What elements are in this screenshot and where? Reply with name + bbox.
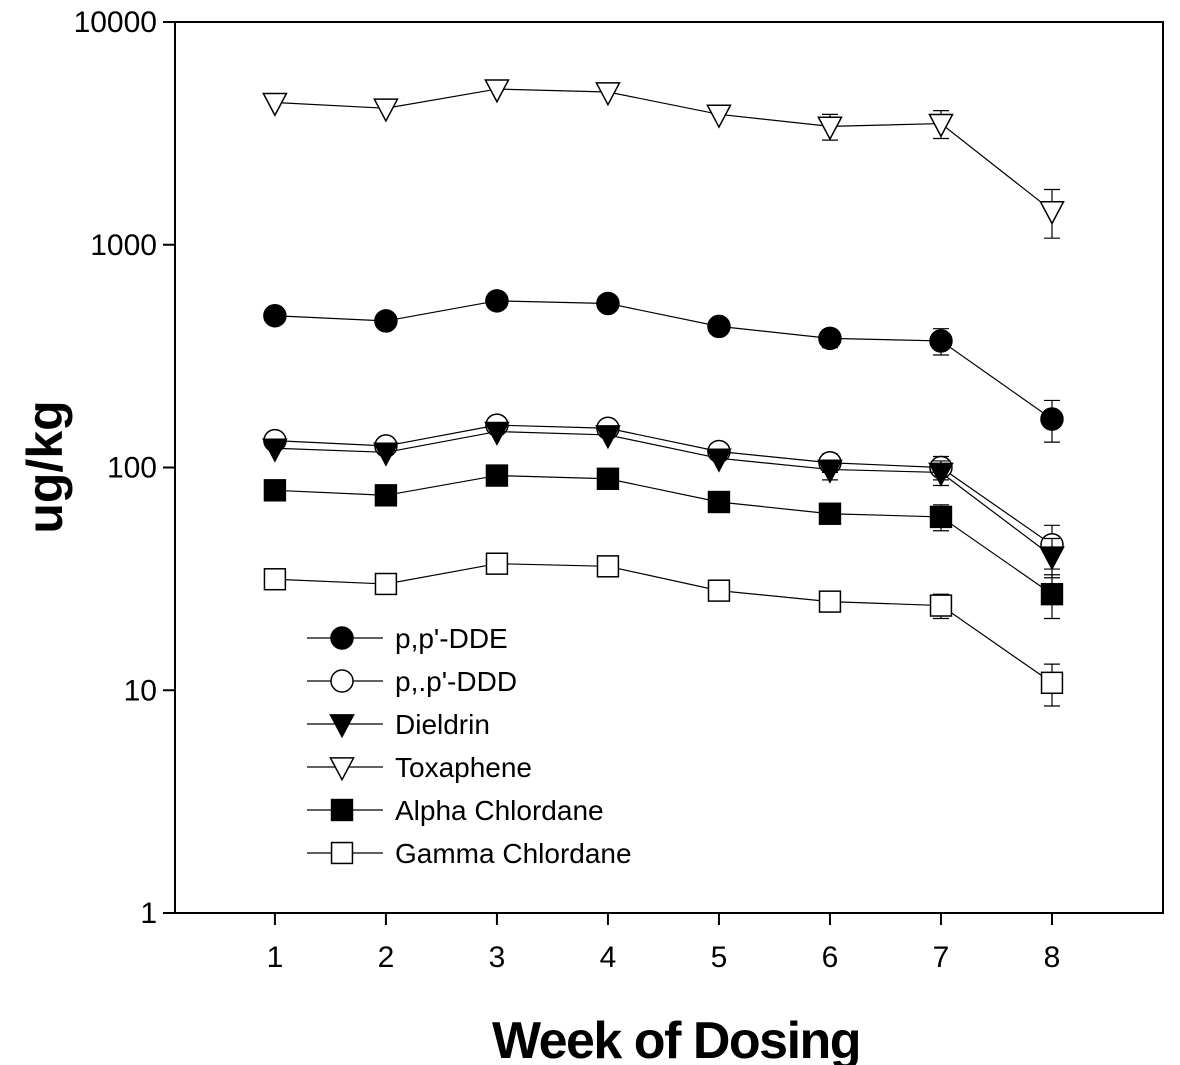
legend-marker [329, 757, 355, 782]
legend-label: p,p'-DDE [395, 623, 508, 654]
y-tick-label: 1000 [90, 229, 157, 262]
legend-item: p,.p'-DDD [307, 666, 517, 697]
legend-label: Toxaphene [395, 752, 532, 783]
legend: p,p'-DDE p,.p'-DDD Dieldrin Toxaphene Alpha … [307, 623, 632, 869]
legend-marker [330, 626, 354, 650]
legend-item: Toxaphene [307, 752, 532, 783]
data-point [262, 92, 288, 117]
x-tick-label: 7 [933, 941, 950, 974]
data-point [485, 289, 509, 313]
series-line [274, 300, 1053, 420]
data-point [817, 459, 843, 484]
series [263, 464, 1064, 620]
y-tick-label: 10000 [74, 6, 157, 39]
data-point [707, 314, 731, 339]
data-point [596, 467, 620, 490]
legend-marker [330, 841, 354, 865]
x-tick-label: 6 [822, 941, 839, 974]
series [262, 421, 1065, 579]
legend-label: Dieldrin [395, 709, 490, 740]
data-point [929, 505, 953, 529]
data-point [374, 572, 398, 596]
data-point [484, 79, 510, 104]
data-point [928, 113, 954, 138]
data-point [484, 421, 510, 446]
data-point [263, 568, 287, 591]
data-point [706, 104, 732, 129]
data-point [373, 98, 399, 123]
legend-item: Dieldrin [307, 709, 490, 740]
legend-marker [330, 669, 354, 693]
data-point [1040, 671, 1064, 695]
series-line [274, 424, 1053, 546]
data-point [928, 462, 954, 487]
data-point [262, 438, 288, 463]
data-point [818, 326, 842, 351]
legend-marker [330, 798, 354, 822]
x-tick-label: 2 [378, 941, 395, 974]
x-tick-label: 5 [711, 941, 728, 974]
series-line [274, 474, 1053, 595]
series-line [274, 563, 1053, 684]
data-point [707, 579, 731, 602]
legend-item: Alpha Chlordane [307, 795, 604, 826]
y-tick-label: 100 [107, 452, 157, 485]
data-point [596, 291, 620, 316]
data-point [1040, 407, 1064, 431]
data-point [1040, 582, 1064, 606]
x-tick-label: 8 [1044, 941, 1061, 974]
y-axis-title: ug/kg [17, 400, 73, 533]
plot-frame [174, 21, 1164, 914]
legend-item: Gamma Chlordane [307, 838, 632, 869]
legend-label: Gamma Chlordane [395, 838, 632, 869]
series-line [274, 430, 1053, 557]
data-point [817, 116, 843, 141]
x-axis-title: Week of Dosing [492, 1012, 860, 1065]
series [263, 552, 1064, 707]
legend-marker [329, 714, 355, 739]
series [263, 289, 1064, 443]
data-point [263, 304, 287, 328]
data-point [373, 442, 399, 467]
x-tick-label: 1 [267, 941, 284, 974]
data-point [595, 425, 621, 450]
data-point [595, 82, 621, 107]
data-point [374, 484, 398, 507]
data-point [929, 329, 953, 353]
legend-label: Alpha Chlordane [395, 795, 604, 826]
series [262, 79, 1065, 239]
x-tick-label: 3 [489, 941, 506, 974]
x-tick-label: 4 [600, 941, 617, 974]
data-point [1039, 201, 1065, 226]
data-point [485, 552, 509, 575]
y-tick-label: 1 [140, 897, 157, 930]
data-point [374, 309, 398, 333]
data-point [1039, 546, 1065, 571]
data-point [706, 448, 732, 473]
series-line [274, 88, 1053, 212]
series-layer [262, 79, 1065, 707]
data-point [818, 590, 842, 613]
data-point [263, 479, 287, 502]
data-point [485, 464, 509, 487]
axes: 1 10 100 1000 10000 1 2 3 4 5 6 7 8 [74, 6, 1061, 974]
data-point [707, 490, 731, 514]
y-tick-label: 10 [124, 674, 157, 707]
legend-item: p,p'-DDE [307, 623, 508, 654]
data-point [929, 594, 953, 617]
data-point [818, 502, 842, 525]
data-point [596, 555, 620, 578]
legend-label: p,.p'-DDD [395, 666, 517, 697]
